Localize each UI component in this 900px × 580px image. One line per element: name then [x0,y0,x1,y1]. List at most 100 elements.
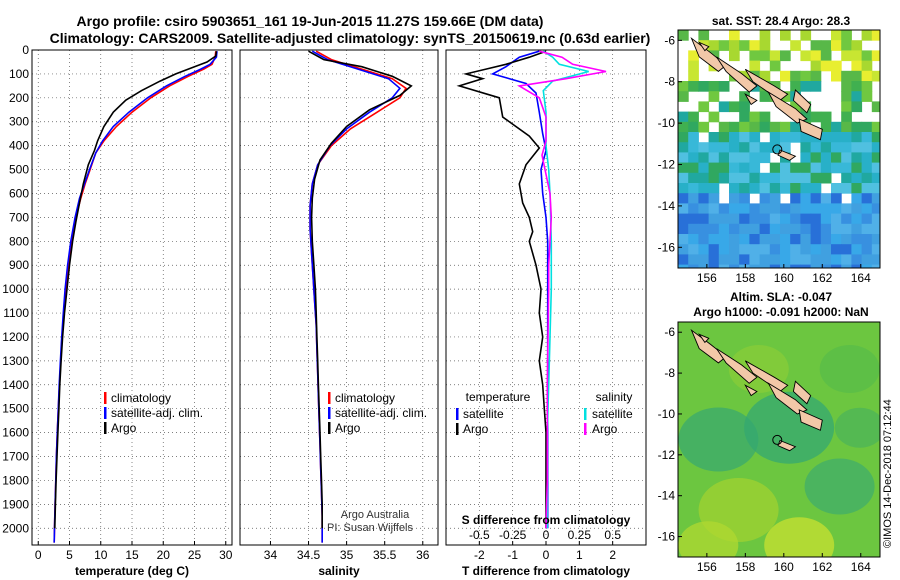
sst-cell [810,193,822,204]
sst-cell [871,30,880,41]
sst-cell [678,172,689,184]
sst-cell [780,264,791,268]
sst-cell [800,244,812,255]
sst-cell [841,162,852,174]
sst-cell [688,111,699,123]
legend-title-salinity: salinity [596,390,633,404]
sst-cell [769,172,781,184]
sst-cell [729,223,740,235]
sst-cell [718,142,730,153]
legend-title-temperature: temperature [466,390,531,404]
x-tick-label: 0 [35,548,42,562]
legend-swatch [584,423,587,435]
y-tick-label: -12 [658,158,676,172]
island-shape [744,384,758,397]
sst-cell [800,152,812,164]
legend-swatch [328,422,331,434]
sst-cell [729,193,740,204]
x-tick-label: -2 [474,548,485,562]
y-tick-label: 1300 [2,354,29,368]
y-tick-label: -14 [658,489,676,503]
x-tick-label: 30 [219,548,233,562]
sst-cell [749,264,761,268]
x-tick-label: 162 [812,271,832,285]
sst-cell [841,81,852,92]
sst-cell [841,223,852,235]
sst-cell [718,203,730,215]
s-tick-label: 0.25 [568,528,592,542]
x-tick-label: 158 [735,271,755,285]
island-shape [744,360,789,393]
sst-cell [708,111,720,123]
sst-cell [831,142,842,153]
sst-cell [780,183,791,194]
sst-cell [851,193,863,204]
sst-cell [729,183,740,194]
sst-cell [851,183,863,194]
sst-cell [841,101,852,113]
sst-cell [678,183,689,194]
sst-cell [831,162,842,174]
x-axis-label: T difference from climatology [462,564,630,578]
sst-cell [708,142,720,153]
sst-cell [861,244,873,255]
sst-cell [749,40,761,51]
sst-cell [820,111,832,123]
legend-swatch [104,407,107,419]
sst-cell [759,50,771,62]
sst-cell [769,121,781,133]
sst-cell [800,70,812,82]
sst-cell [749,183,761,194]
sst-cell [708,193,720,204]
sst-cell [718,213,730,225]
map-field [678,322,880,557]
sst-cell [759,244,771,255]
sst-cell [759,91,771,102]
sst-cell [688,152,699,164]
sst-cell [688,254,699,266]
sst-cell [708,264,720,268]
sst-cell [861,142,873,153]
sst-cell [800,234,812,245]
argo-position-marker [772,434,783,445]
sst-cell [739,91,750,102]
sst-cell [718,254,730,266]
profile-panel-salinity [239,49,439,546]
sst-cell [790,203,801,215]
y-tick-label: 1900 [2,497,29,511]
y-tick-label: 1800 [2,473,29,487]
series-line-t-satellite [490,50,549,529]
y-tick-label: 800 [9,234,29,248]
sst-cell [678,193,689,204]
sst-cell [851,101,863,113]
sst-cell [851,234,863,245]
sst-cell [851,213,863,225]
y-tick-label: -12 [658,448,676,462]
sst-cell [729,40,740,51]
sst-cell [729,264,740,268]
sst-cell [749,213,761,225]
sst-cell [749,60,761,72]
sst-cell [851,132,863,143]
x-tick-label: 35 [340,548,354,562]
legend-label: satellite [463,407,504,421]
island-shape [690,328,727,364]
sst-cell [790,264,801,268]
y-tick-label: 1400 [2,378,29,392]
sst-cell [739,111,750,123]
s-tick-label: -0.5 [469,528,490,542]
sst-cell [851,142,863,153]
sst-cell [749,234,761,245]
sst-cell [780,172,791,184]
series-line-argo [308,50,413,529]
y-tick-label: 400 [9,139,29,153]
sst-cell [820,234,832,245]
sst-cell [790,183,801,194]
y-tick-label: -8 [664,75,675,89]
sst-cell [861,60,873,72]
sst-cell [861,213,873,225]
sst-cell [759,142,771,153]
sst-cell [749,111,761,123]
island-shape [744,93,758,106]
sst-cell [718,101,730,113]
